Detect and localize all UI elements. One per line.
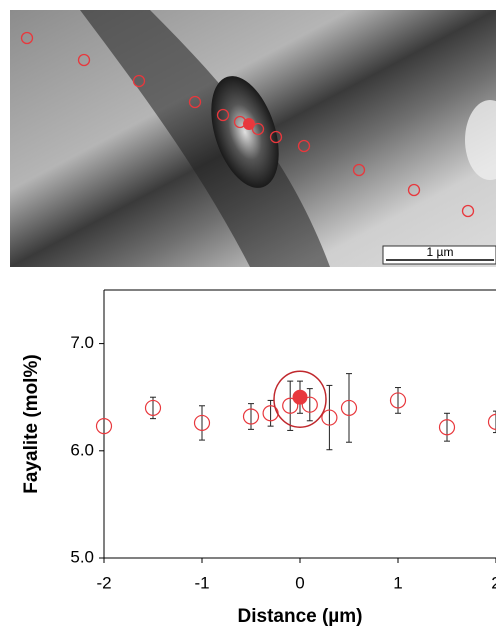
figure: 1 µm Distance (µm) Fayalite (mol%) 5.0 6.…: [0, 0, 496, 629]
x-tick-label: 2: [491, 573, 496, 592]
y-tick-label: 5.0: [70, 547, 94, 566]
x-tick-label: 1: [393, 573, 402, 592]
x-axis-title: Distance (µm): [238, 606, 363, 627]
x-tick-label: 0: [295, 573, 304, 592]
micrograph: 1 µm: [10, 10, 496, 267]
plot: Distance (µm) Fayalite (mol%) 5.0 6.0 7.0 -…: [21, 290, 496, 627]
x-tick-label: -1: [194, 573, 209, 592]
highlight-point: [293, 390, 308, 405]
point: [489, 414, 496, 429]
y-tick-label: 7.0: [70, 333, 94, 352]
x-tick-label: -2: [96, 573, 111, 592]
scale-label: 1 µm: [427, 245, 454, 259]
page: {"image": {"scale_label": "1 µm"}, "char…: [0, 0, 496, 629]
y-axis-title: Fayalite (mol%): [21, 354, 42, 493]
y-tick-label: 6.0: [70, 440, 94, 459]
